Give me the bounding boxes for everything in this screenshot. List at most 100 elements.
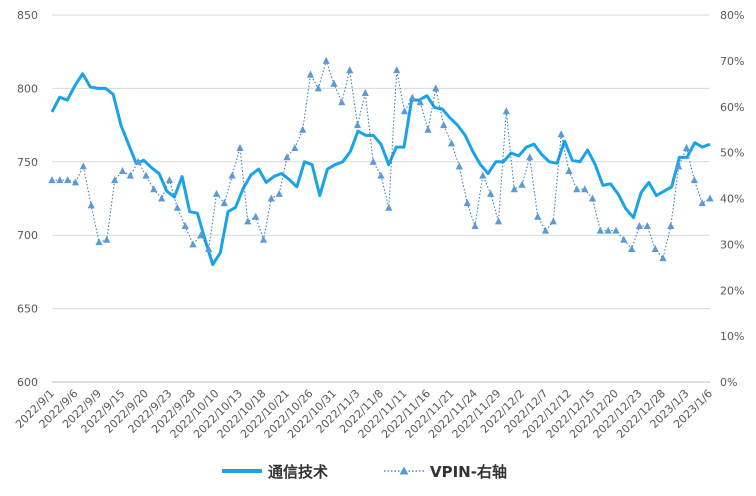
vpin-marker — [494, 217, 503, 225]
vpin-marker — [181, 222, 189, 229]
vpin-marker — [690, 176, 698, 184]
vpin-marker — [510, 185, 518, 193]
vpin-marker — [588, 194, 597, 202]
series-line-tongxin — [50, 72, 711, 267]
vpin-marker — [111, 176, 119, 184]
vpin-marker — [299, 125, 307, 133]
vpin-marker — [573, 185, 581, 193]
vpin-marker — [118, 167, 127, 174]
right-tick-label: 70% — [720, 55, 744, 68]
vpin-marker — [455, 162, 463, 170]
left-tick-label: 850 — [17, 9, 38, 22]
vpin-marker — [518, 180, 526, 188]
vpin-marker — [471, 222, 479, 229]
right-tick-label: 80% — [720, 9, 744, 22]
vpin-marker — [447, 139, 456, 147]
vpin-marker — [463, 199, 471, 207]
vpin-marker — [369, 157, 377, 165]
vpin-marker — [479, 171, 487, 179]
vpin-marker — [377, 171, 385, 179]
vpin-marker — [432, 84, 440, 92]
vpin-marker — [87, 201, 95, 209]
legend-label-series-1: 通信技术 — [268, 463, 328, 481]
right-tick-label: 10% — [720, 330, 744, 343]
vpin-marker — [408, 93, 416, 101]
vpin-marker — [581, 185, 589, 193]
vpin-marker — [557, 130, 565, 138]
vpin-marker — [330, 79, 338, 87]
right-y-axis: 0% 10% 20% 30% 40% 50% 60% 70% 80% — [720, 9, 744, 389]
series-layer — [48, 56, 714, 267]
vpin-marker — [596, 226, 604, 234]
vpin-marker — [259, 235, 268, 243]
x-axis: 2022/9/12022/9/62022/9/92022/9/152022/9/… — [13, 381, 715, 441]
right-tick-label: 20% — [720, 284, 744, 297]
vpin-marker — [150, 185, 158, 193]
legend-marker-series-2 — [399, 466, 409, 475]
vpin-marker — [306, 70, 315, 78]
vpin-marker — [173, 203, 181, 211]
vpin-marker — [549, 217, 557, 225]
vpin-marker — [71, 178, 80, 186]
vpin-marker — [134, 157, 142, 165]
vpin-marker — [487, 189, 495, 197]
right-tick-label: 50% — [720, 147, 744, 160]
vpin-marker — [283, 153, 291, 161]
vpin-marker — [228, 171, 236, 179]
vpin-marker — [416, 98, 424, 106]
vpin-marker — [236, 144, 244, 151]
vpin-marker — [267, 194, 275, 202]
vpin-marker — [314, 84, 322, 92]
vpin-marker — [361, 89, 369, 96]
vpin-marker — [252, 212, 260, 220]
left-tick-label: 800 — [17, 82, 38, 95]
vpin-marker — [158, 194, 166, 202]
vpin-marker — [706, 194, 714, 202]
vpin-marker — [338, 98, 346, 106]
vpin-marker — [220, 199, 228, 207]
vpin-marker — [502, 107, 510, 115]
vpin-marker — [48, 176, 56, 184]
vpin-marker — [400, 107, 409, 115]
vpin-marker — [56, 176, 64, 184]
vpin-marker — [165, 176, 174, 184]
gridlines — [52, 14, 710, 383]
vpin-marker — [541, 226, 550, 234]
right-tick-label: 30% — [720, 238, 744, 251]
vpin-marker — [126, 171, 134, 179]
vpin-marker — [659, 254, 667, 262]
vpin-marker — [385, 203, 393, 211]
vpin-marker — [620, 235, 628, 243]
vpin-marker — [322, 56, 330, 64]
vpin-marker — [635, 222, 644, 229]
legend-label-series-2: VPIN-右轴 — [430, 463, 507, 481]
vpin-marker — [95, 238, 103, 246]
right-tick-label: 60% — [720, 101, 744, 114]
vpin-marker — [604, 226, 612, 234]
vpin-marker — [667, 222, 675, 229]
vpin-marker — [526, 153, 534, 161]
vpin-marker — [205, 245, 213, 252]
left-tick-label: 700 — [17, 229, 38, 242]
vpin-marker — [189, 240, 197, 248]
vpin-marker — [197, 231, 205, 239]
vpin-marker — [440, 121, 448, 129]
left-tick-label: 750 — [17, 156, 38, 169]
vpin-marker — [142, 171, 150, 179]
series-line-vpin — [52, 59, 711, 260]
vpin-marker — [393, 66, 401, 74]
left-tick-label: 650 — [17, 303, 38, 316]
right-tick-label: 0% — [720, 376, 737, 389]
vpin-marker — [79, 162, 87, 170]
vpin-marker — [682, 144, 691, 151]
right-tick-label: 40% — [720, 193, 744, 206]
vpin-marker — [291, 144, 299, 151]
vpin-marker — [698, 199, 706, 207]
vpin-marker — [628, 245, 636, 252]
vpin-marker — [275, 189, 283, 197]
vpin-marker — [244, 217, 252, 225]
left-y-axis: 600 650 700 750 800 850 — [17, 9, 38, 389]
vpin-marker — [103, 235, 111, 243]
